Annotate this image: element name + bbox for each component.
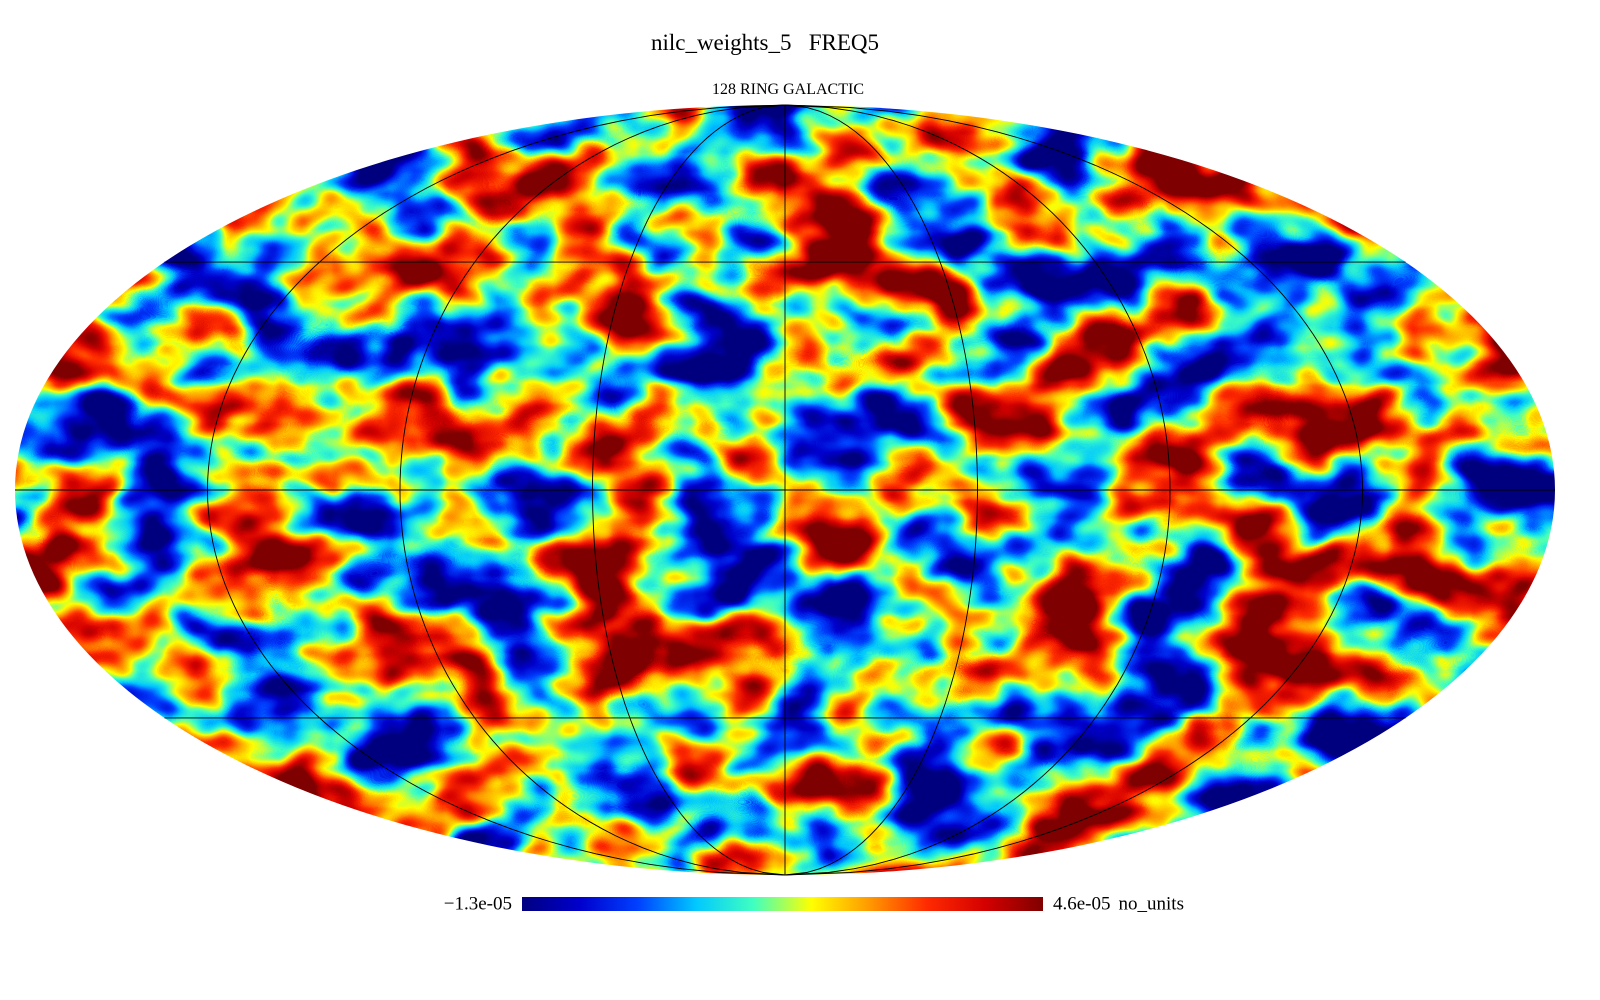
graticule — [15, 104, 1555, 876]
colorbar-min-label: −1.3e-05 — [444, 893, 512, 914]
chart-title: nilc_weights_5 FREQ5 — [651, 30, 879, 55]
colorbar-unit: no_units — [1119, 893, 1184, 914]
chart-subtitle: 128 RING GALACTIC — [712, 81, 864, 98]
colorbar-max-label: 4.6e-05 — [1053, 893, 1111, 914]
colorbar — [522, 897, 1043, 911]
